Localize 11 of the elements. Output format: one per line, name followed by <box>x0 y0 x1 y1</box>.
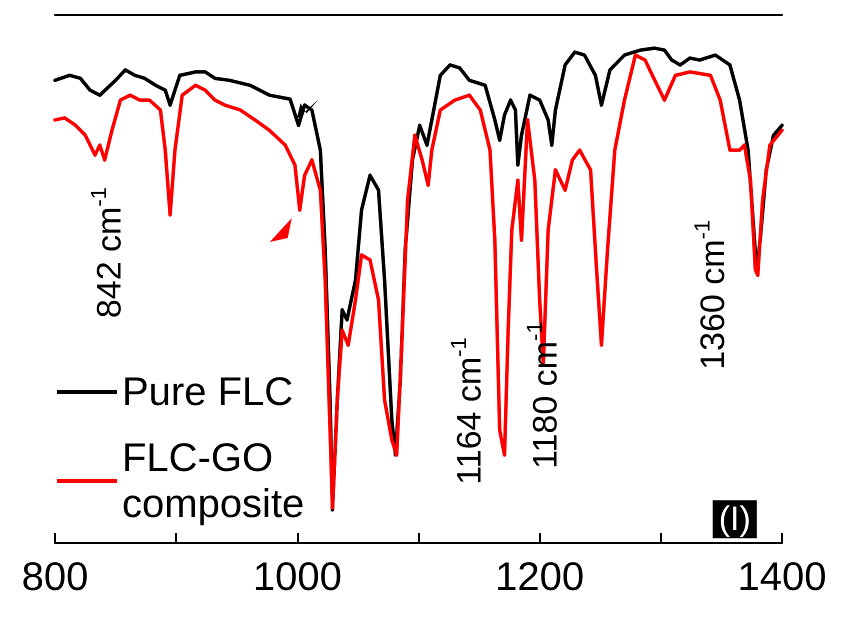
x-tick-label: 800 <box>22 555 88 599</box>
x-tick-label: 1200 <box>495 555 584 599</box>
annotation: 1180 cm-1 <box>522 321 565 469</box>
annotation: (I) <box>718 500 751 538</box>
legend-label: Pure FLC <box>122 370 294 414</box>
x-tick-label: 1000 <box>252 555 342 599</box>
annotation: 1164 cm-1 <box>446 337 488 485</box>
annotation: 842 cm-1 <box>86 187 129 318</box>
x-tick-label: 1400 <box>738 555 826 599</box>
legend-label: FLC-GO composite <box>122 436 304 526</box>
annotation: 1360 cm-1 <box>689 220 732 370</box>
